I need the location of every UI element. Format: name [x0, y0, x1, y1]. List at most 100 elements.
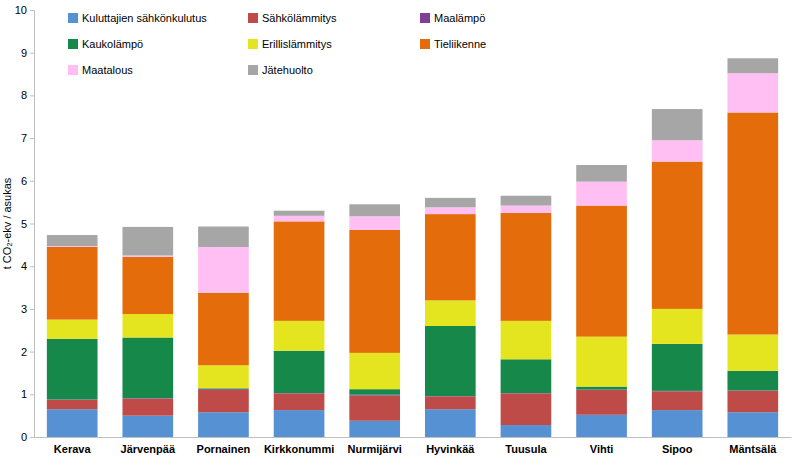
tick-label: Kirkkonummi — [264, 443, 334, 455]
legend-swatch — [68, 65, 78, 75]
bar — [349, 230, 400, 353]
bar — [652, 410, 703, 437]
tick-label: 1 — [21, 388, 27, 400]
tick-label: Pornainen — [197, 443, 251, 455]
bar — [198, 247, 249, 293]
legend-swatch — [248, 39, 258, 49]
tick: Järvenpää — [121, 437, 176, 455]
tick-label: 6 — [21, 175, 27, 187]
tick-mark — [30, 95, 34, 96]
tick-label: 7 — [21, 132, 27, 144]
tick: Mäntsälä — [729, 437, 777, 455]
tick: 5 — [21, 218, 34, 230]
bar — [47, 339, 98, 400]
tick: Kirkkonummi — [264, 437, 334, 455]
tick: 4 — [21, 260, 34, 272]
tick-mark — [30, 181, 34, 182]
bar — [576, 415, 627, 437]
legend-swatch — [420, 39, 430, 49]
legend-swatch — [248, 13, 258, 23]
tick: 8 — [21, 89, 34, 101]
tick-label: 0 — [21, 431, 27, 443]
bar — [652, 344, 703, 391]
bar — [198, 389, 249, 391]
legend-label: Erillislämmitys — [262, 38, 332, 50]
tick-label: Vihti — [590, 443, 614, 455]
series — [47, 112, 778, 365]
bar — [501, 196, 552, 206]
legend-label: Kaukolämpö — [82, 38, 143, 50]
tick-label: Mäntsälä — [729, 443, 777, 455]
bar — [274, 211, 325, 216]
bar — [122, 338, 173, 399]
axis-title: t CO₂-ekv / asukas — [1, 177, 13, 269]
tick-label: 2 — [21, 346, 27, 358]
tick: 6 — [21, 175, 34, 187]
bar — [47, 247, 98, 320]
legend-label: Tieliikenne — [434, 38, 486, 50]
legend-item: Tieliikenne — [420, 38, 486, 50]
bar — [727, 391, 778, 412]
legend-label: Sähkölämmitys — [262, 12, 337, 24]
bar — [501, 321, 552, 359]
bar — [274, 321, 325, 351]
tick-mark — [30, 138, 34, 139]
x-axis: Kerava Järvenpää Pornainen Kirkkonummi Nurmi… — [35, 437, 792, 455]
bar — [198, 412, 249, 437]
tick-mark — [30, 266, 34, 267]
tick: 9 — [21, 47, 34, 59]
bar — [47, 320, 98, 339]
tick-label: 4 — [21, 260, 27, 272]
bar — [727, 73, 778, 112]
tick: 7 — [21, 132, 34, 144]
tick-label: Nurmijärvi — [347, 443, 401, 455]
tick: 3 — [21, 303, 34, 315]
bar — [122, 399, 173, 416]
bar — [727, 112, 778, 334]
tick: 1 — [21, 388, 34, 400]
legend-item: Sähkölämmitys — [248, 12, 337, 24]
bar — [576, 182, 627, 206]
bar — [47, 409, 98, 437]
bar — [198, 293, 249, 366]
legend-label: Maatalous — [82, 64, 133, 76]
tick: Kerava — [54, 437, 92, 455]
bar — [501, 359, 552, 393]
tick-mark — [30, 394, 34, 395]
bar — [198, 226, 249, 246]
bar — [727, 412, 778, 437]
tick-label: 9 — [21, 47, 27, 59]
bar — [501, 393, 552, 425]
bar — [122, 416, 173, 437]
bar — [274, 393, 325, 410]
tick-mark — [30, 437, 34, 438]
bar — [501, 425, 552, 437]
legend-swatch — [420, 13, 430, 23]
bar — [501, 206, 552, 213]
tick: Pornainen — [197, 437, 251, 455]
bar — [274, 351, 325, 393]
tick: 10 — [15, 4, 34, 16]
legend-swatch — [68, 13, 78, 23]
chart: 0 1 2 3 4 5 6 7 8 9 10 Kerava Järvenpää Pornainen Kirk… — [0, 0, 805, 459]
bar — [122, 314, 173, 337]
legend-item: Erillislämmitys — [248, 38, 332, 50]
tick: 2 — [21, 346, 34, 358]
bar — [576, 206, 627, 337]
bar — [576, 387, 627, 390]
bar — [425, 300, 476, 326]
tick-mark — [30, 309, 34, 310]
bar — [425, 396, 476, 409]
bar — [576, 337, 627, 387]
bar — [274, 410, 325, 437]
tick-label: Tuusula — [505, 443, 547, 455]
series — [47, 73, 778, 292]
tick-label: Sipoo — [662, 443, 693, 455]
tick-label: 8 — [21, 89, 27, 101]
tick-mark — [30, 53, 34, 54]
bar — [122, 227, 173, 256]
bar — [727, 335, 778, 371]
tick: 0 — [21, 431, 34, 443]
legend-swatch — [248, 65, 258, 75]
bar — [122, 257, 173, 314]
